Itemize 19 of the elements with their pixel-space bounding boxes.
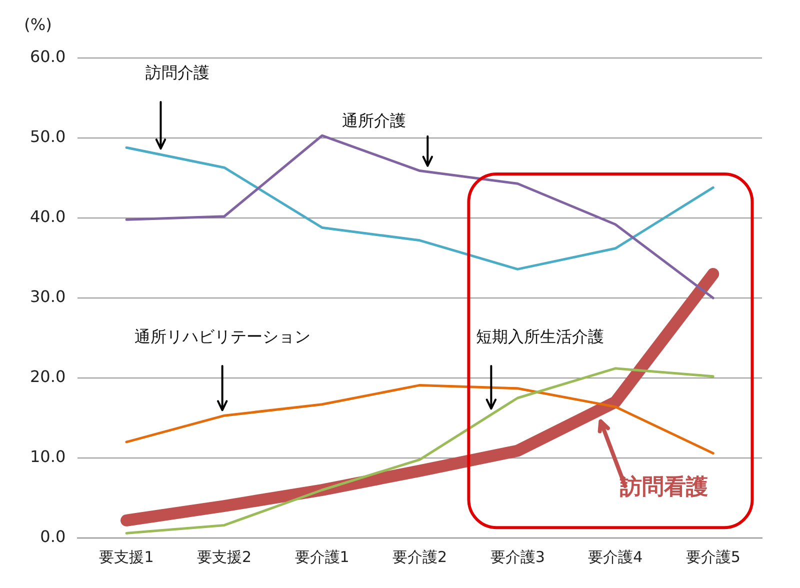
y-tick-label: 40.0 xyxy=(30,207,66,226)
y-tick-label: 10.0 xyxy=(30,447,66,466)
text: 訪問介護 xyxy=(145,63,210,82)
x-tick-label: 要介護4 xyxy=(588,548,643,566)
y-tick-label: 0.0 xyxy=(40,527,66,546)
text: 通所リハビリテーション xyxy=(134,327,310,346)
y-tick-label: 50.0 xyxy=(30,127,66,146)
y-tick-label: 20.0 xyxy=(30,367,66,386)
series-label: 通所介護 xyxy=(342,111,406,130)
x-tick-label: 要介護3 xyxy=(490,548,545,566)
y-tick-label: 30.0 xyxy=(30,287,66,306)
y-tick-label: 60.0 xyxy=(30,47,66,66)
x-tick-label: 要介護1 xyxy=(294,548,350,566)
x-tick-label: 要介護2 xyxy=(392,548,448,566)
x-tick-label: 要支援2 xyxy=(197,548,252,566)
x-tick-label: 要介護5 xyxy=(686,548,740,566)
y-axis-title: (%) xyxy=(24,15,52,34)
x-tick-label: 要支援1 xyxy=(99,548,154,566)
series-label: 短期入所生活介護 xyxy=(476,327,604,346)
